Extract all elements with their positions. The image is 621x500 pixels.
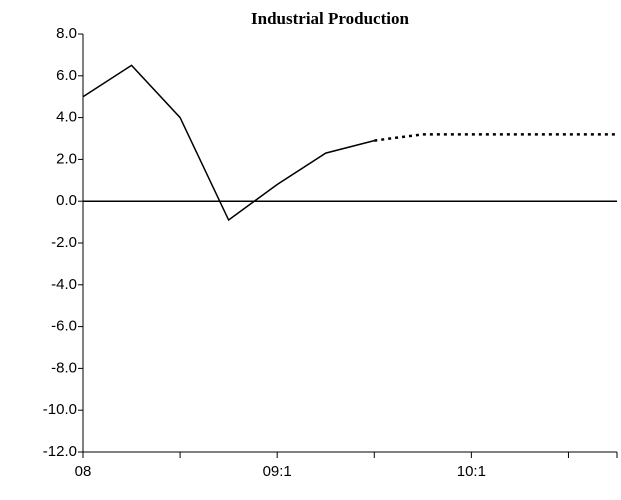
y-tick-label: 0.0 — [56, 192, 77, 209]
y-tick-label: -4.0 — [51, 276, 77, 293]
y-tick-label: 6.0 — [56, 67, 77, 84]
x-tick-label: 10:1 — [457, 463, 486, 480]
y-tick-label: -12.0 — [43, 443, 77, 460]
y-tick-label: 2.0 — [56, 150, 77, 167]
line-series — [374, 133, 617, 142]
y-tick-label: -10.0 — [43, 401, 77, 418]
x-tick-label: 09:1 — [263, 463, 292, 480]
y-tick-label: -8.0 — [51, 359, 77, 376]
y-tick-label: -6.0 — [51, 318, 77, 335]
line-series — [82, 64, 375, 222]
y-tick-label: -2.0 — [51, 234, 77, 251]
y-tick-label: 4.0 — [56, 109, 77, 126]
x-tick-label: 08 — [75, 463, 92, 480]
chart-title: Industrial Production — [251, 9, 409, 28]
y-tick-label: 8.0 — [56, 25, 77, 42]
